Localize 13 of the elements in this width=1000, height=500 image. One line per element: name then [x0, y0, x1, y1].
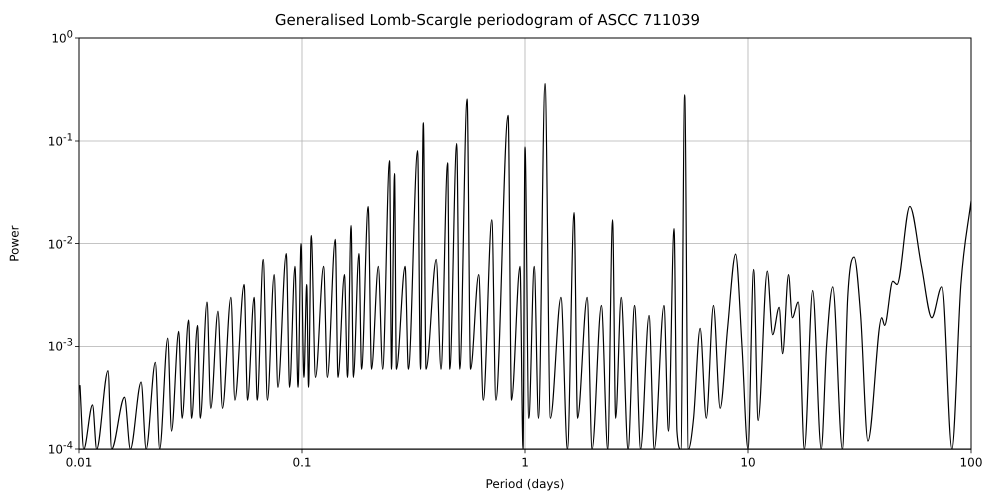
x-tick-label: 10	[740, 456, 756, 470]
x-tick-label: 1	[521, 456, 529, 470]
x-tick-label: 0.1	[292, 456, 312, 470]
y-tick-label: 10$^{-2}$	[48, 234, 73, 252]
y-tick-label: 10$^{-3}$	[48, 337, 73, 354]
chart-title: Generalised Lomb-Scargle periodogram of ASCC 711039	[274, 10, 700, 29]
x-tick-label: 0.01	[66, 456, 92, 470]
y-axis-title: Power	[7, 225, 22, 262]
y-tick-label: 10$^{-1}$	[48, 131, 73, 148]
y-tick-label: 10$^{-4}$	[48, 440, 73, 457]
x-axis-title: Period (days)	[486, 476, 564, 491]
x-tick-label: 100	[960, 456, 982, 470]
y-tick-label: 10$^{0}$	[51, 28, 73, 46]
